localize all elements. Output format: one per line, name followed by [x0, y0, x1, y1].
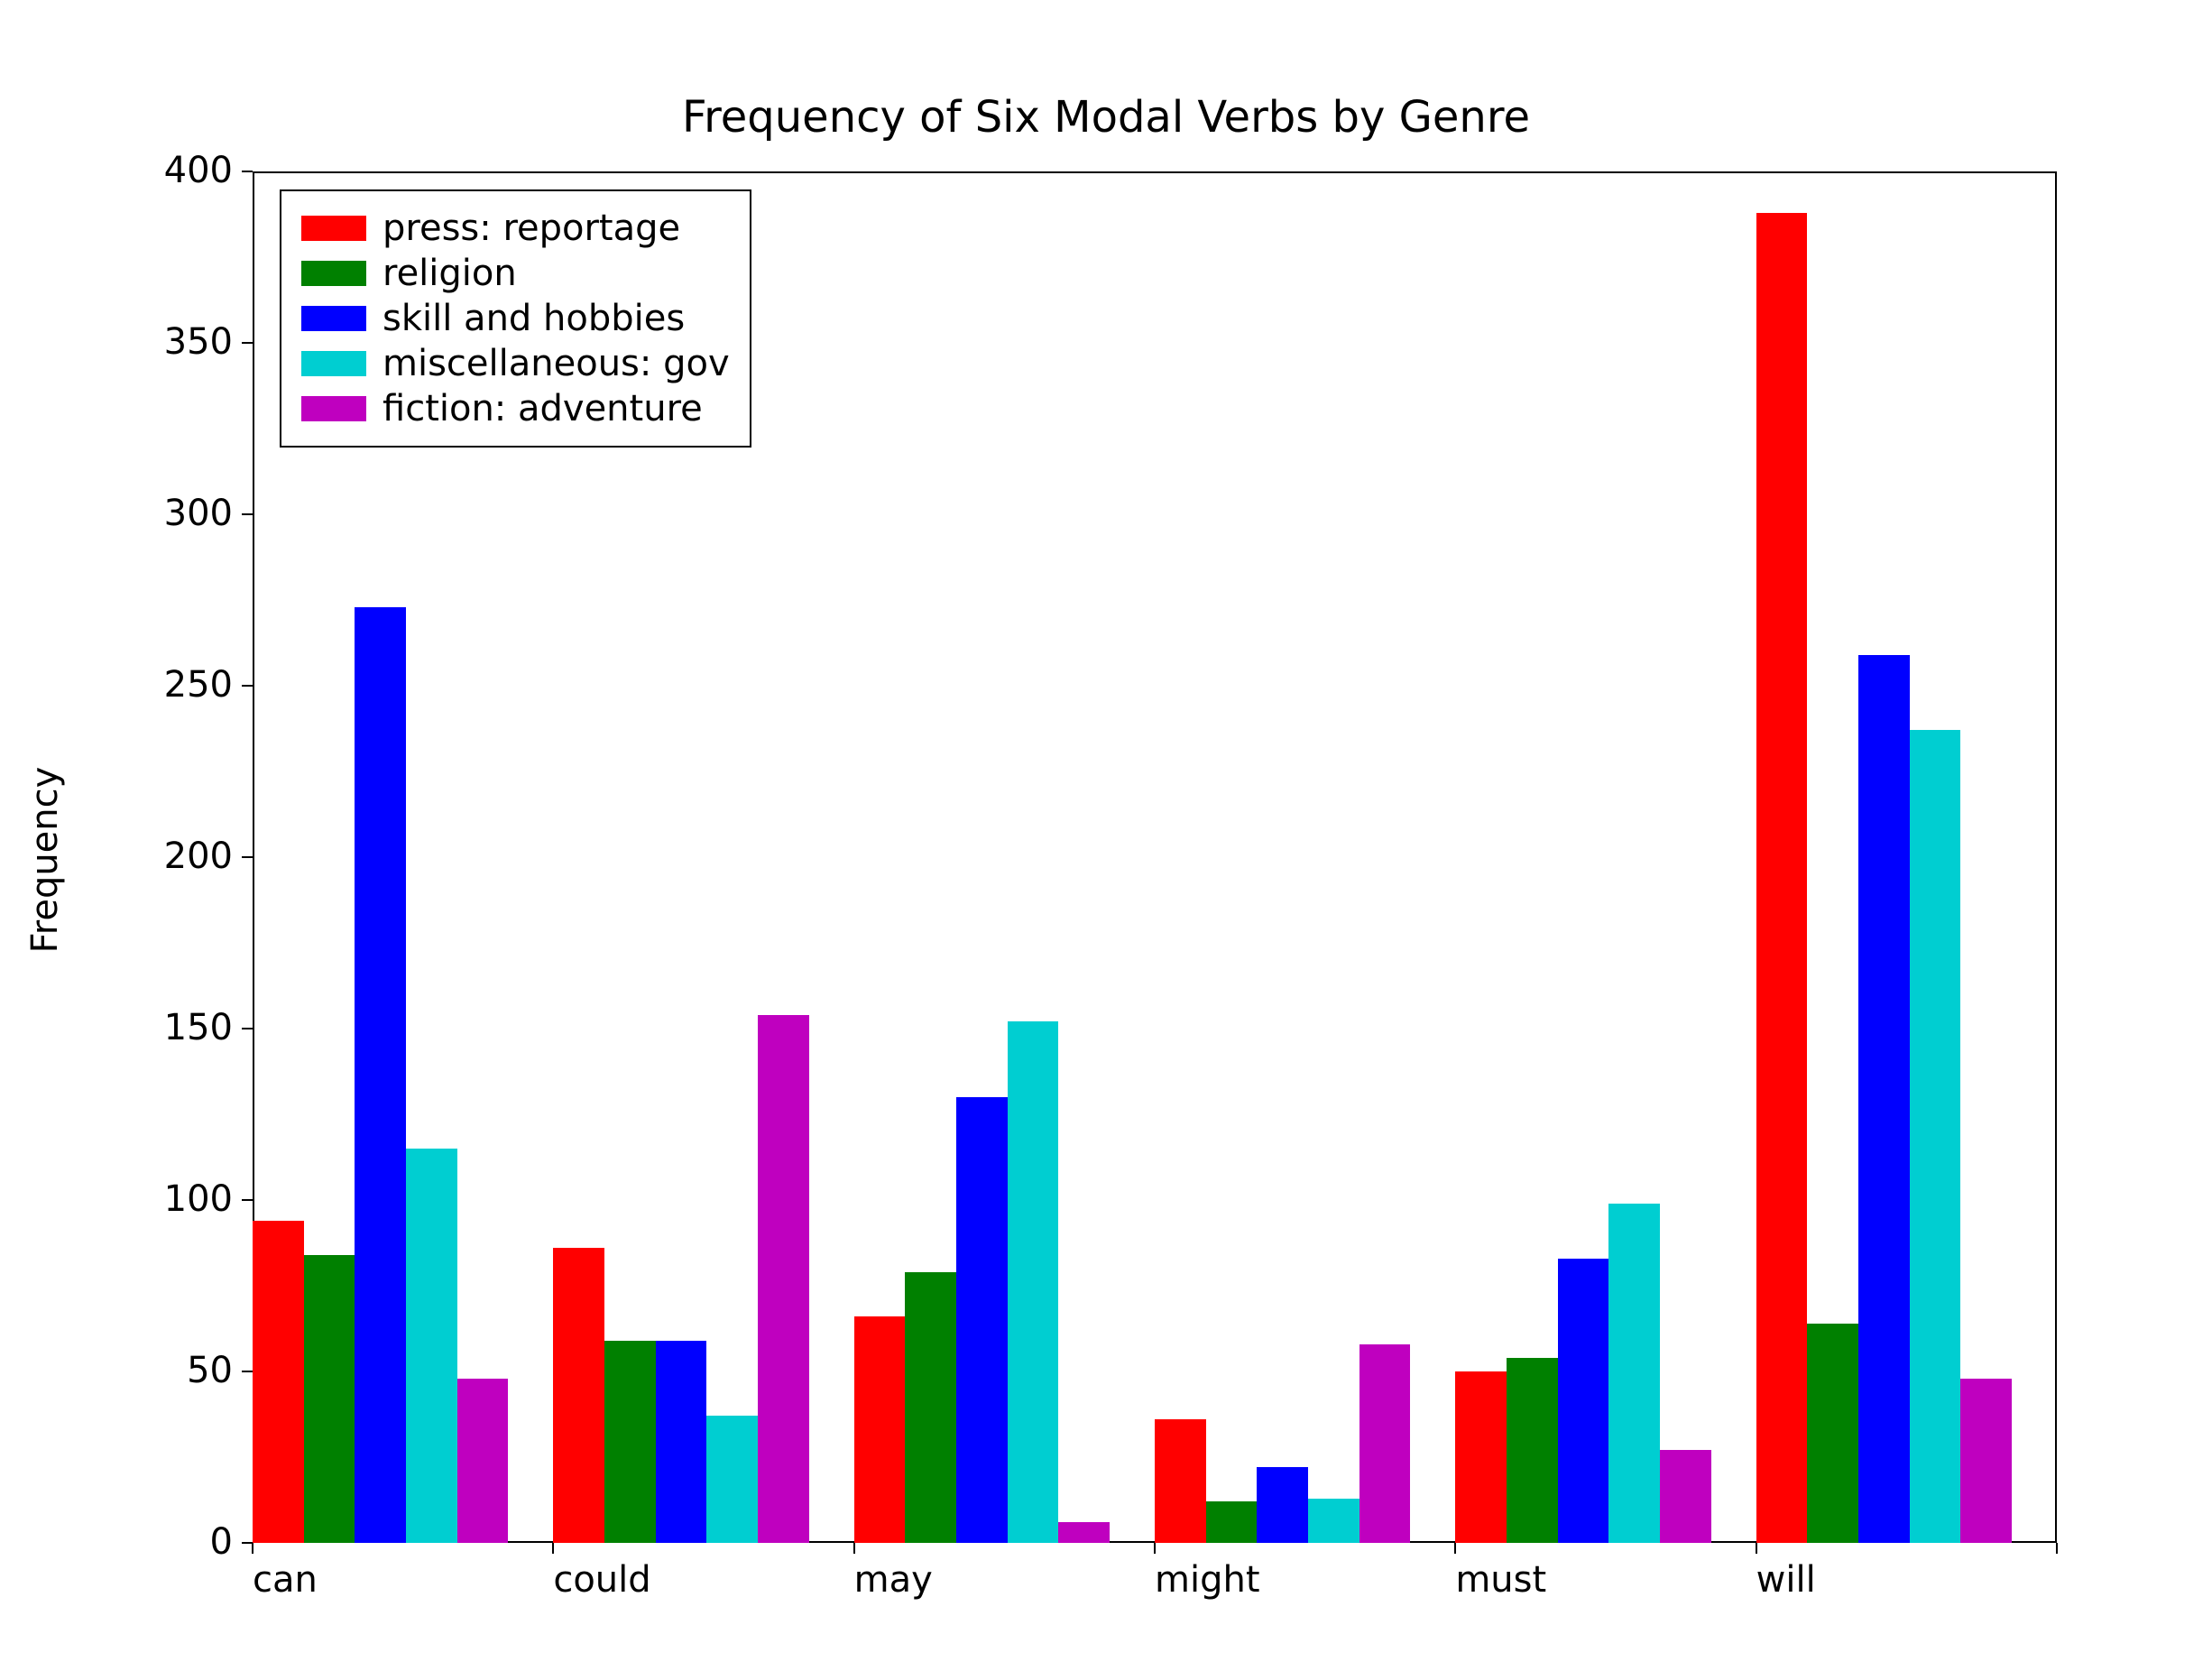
legend-swatch — [301, 351, 366, 376]
ytick-mark — [242, 1371, 253, 1372]
bar — [1359, 1344, 1411, 1543]
xtick-mark — [853, 1543, 855, 1554]
ytick-label: 400 — [164, 150, 233, 191]
xtick-mark — [252, 1543, 253, 1554]
chart-title: Frequency of Six Modal Verbs by Genre — [0, 92, 2212, 143]
ytick-label: 250 — [164, 664, 233, 706]
legend-item: religion — [301, 251, 730, 296]
bar — [1155, 1419, 1206, 1543]
legend-swatch — [301, 261, 366, 286]
bar — [1608, 1204, 1660, 1543]
xtick-label: could — [553, 1559, 650, 1601]
ytick-label: 0 — [210, 1521, 233, 1563]
ytick-label: 200 — [164, 836, 233, 877]
bar — [1008, 1021, 1059, 1543]
bar — [1455, 1371, 1507, 1543]
legend-item: miscellaneous: gov — [301, 341, 730, 386]
bar — [1507, 1358, 1558, 1543]
ytick-mark — [242, 513, 253, 515]
ytick-label: 100 — [164, 1178, 233, 1220]
bar — [1058, 1522, 1110, 1543]
ytick-label: 50 — [187, 1350, 233, 1391]
bar — [1858, 655, 1910, 1543]
legend-item: skill and hobbies — [301, 296, 730, 341]
bar — [355, 607, 406, 1543]
legend-label: fiction: adventure — [382, 386, 703, 431]
legend-label: skill and hobbies — [382, 296, 685, 341]
legend-swatch — [301, 306, 366, 331]
bar — [905, 1272, 956, 1543]
legend-swatch — [301, 216, 366, 241]
bar — [854, 1316, 906, 1543]
legend-swatch — [301, 396, 366, 421]
ytick-mark — [242, 856, 253, 858]
bar — [553, 1248, 604, 1543]
ytick-mark — [242, 685, 253, 687]
bar — [1660, 1450, 1711, 1543]
bar — [1807, 1324, 1858, 1543]
ytick-mark — [242, 171, 253, 172]
bar — [956, 1097, 1008, 1543]
legend-item: fiction: adventure — [301, 386, 730, 431]
ytick-label: 300 — [164, 493, 233, 534]
bar — [457, 1379, 509, 1543]
bar — [1558, 1259, 1609, 1543]
bar — [1960, 1379, 2012, 1543]
bar — [1206, 1501, 1258, 1543]
xtick-label: must — [1455, 1559, 1546, 1601]
xtick-label: may — [854, 1559, 933, 1601]
xtick-label: can — [253, 1559, 318, 1601]
bar — [304, 1255, 355, 1543]
legend: press: reportagereligionskill and hobbie… — [280, 189, 751, 448]
bar — [1756, 213, 1808, 1543]
bar — [1308, 1499, 1359, 1543]
xtick-mark — [2056, 1543, 2058, 1554]
xtick-mark — [1756, 1543, 1757, 1554]
bar — [656, 1341, 707, 1543]
bar — [253, 1221, 304, 1543]
xtick-mark — [1154, 1543, 1156, 1554]
bar — [406, 1149, 457, 1543]
ytick-label: 350 — [164, 321, 233, 363]
bar — [604, 1341, 656, 1543]
chart-figure: Frequency of Six Modal Verbs by Genre Fr… — [0, 0, 2212, 1671]
bar — [758, 1015, 809, 1543]
legend-label: press: reportage — [382, 206, 680, 251]
legend-label: miscellaneous: gov — [382, 341, 730, 386]
ytick-mark — [242, 342, 253, 344]
y-axis-label: Frequency — [24, 679, 66, 1040]
xtick-label: might — [1155, 1559, 1260, 1601]
legend-label: religion — [382, 251, 517, 296]
ytick-mark — [242, 1028, 253, 1029]
xtick-label: will — [1756, 1559, 1816, 1601]
ytick-label: 150 — [164, 1007, 233, 1048]
xtick-mark — [552, 1543, 554, 1554]
bar — [1910, 730, 1961, 1543]
xtick-mark — [1454, 1543, 1456, 1554]
ytick-mark — [242, 1199, 253, 1201]
bar — [1257, 1467, 1308, 1543]
legend-item: press: reportage — [301, 206, 730, 251]
bar — [706, 1416, 758, 1543]
